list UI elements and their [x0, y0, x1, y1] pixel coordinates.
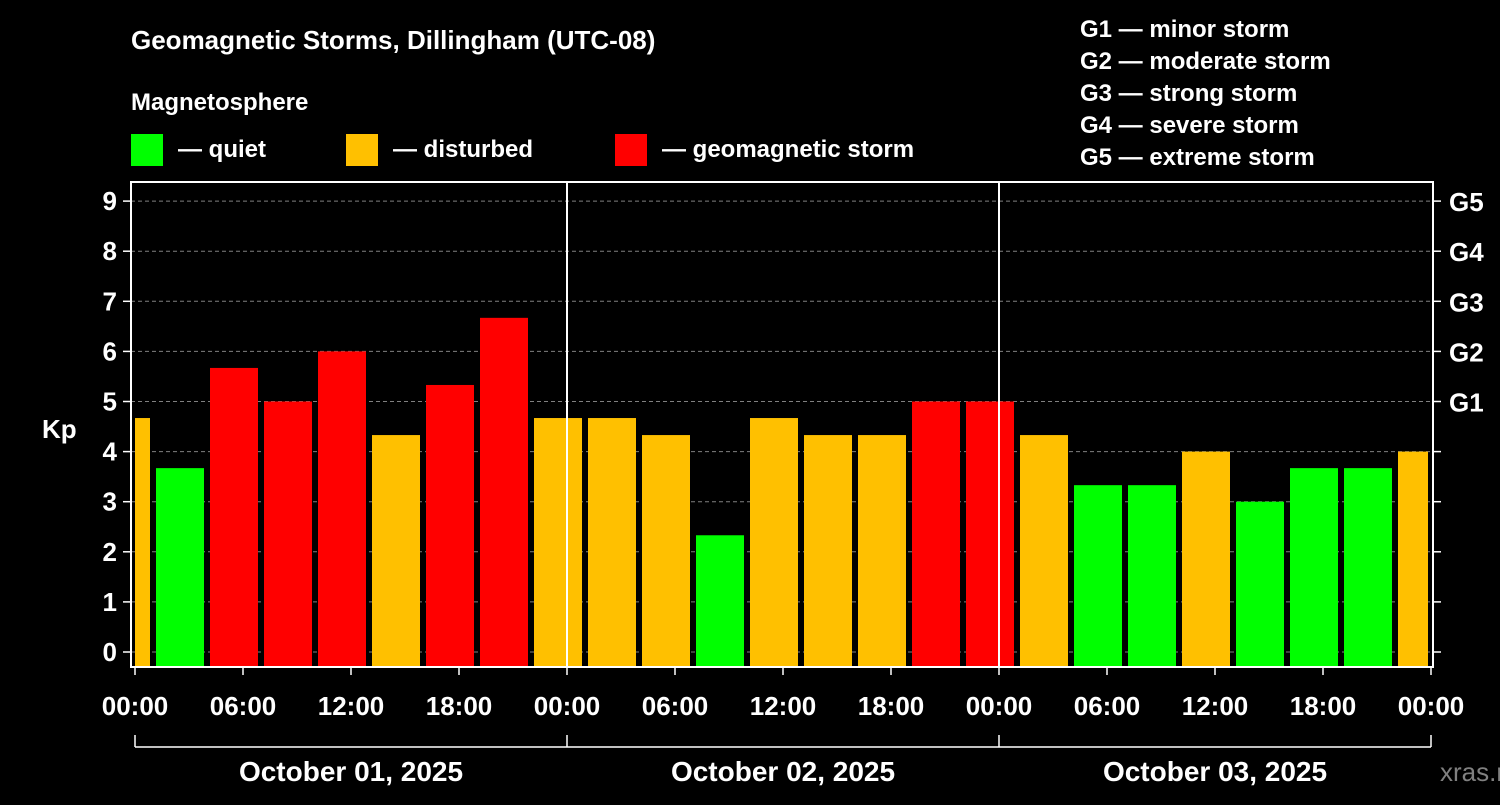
y-axis-label: Kp [42, 414, 77, 444]
kp-bar [1398, 451, 1428, 667]
legend-swatch [346, 134, 378, 166]
x-tick-label: 00:00 [1398, 691, 1465, 721]
kp-bar [804, 435, 852, 667]
legend-swatch [131, 134, 163, 166]
kp-bar [135, 418, 150, 667]
x-tick-label: 06:00 [210, 691, 277, 721]
kp-bar [1236, 501, 1284, 667]
g-scale-item: G1 — minor storm [1080, 16, 1289, 43]
kp-bar [156, 468, 204, 667]
x-tick-label: 18:00 [426, 691, 493, 721]
kp-bar [1020, 435, 1068, 667]
legend-label: — geomagnetic storm [662, 136, 914, 163]
g-scale-item: G5 — extreme storm [1080, 144, 1315, 171]
kp-bar [1074, 485, 1122, 667]
kp-bar [750, 418, 798, 667]
legend-swatch [615, 134, 647, 166]
kp-bar [372, 435, 420, 667]
y-tick-label: 2 [103, 537, 117, 567]
x-tick-label: 18:00 [858, 691, 925, 721]
y-tick-label: 7 [103, 286, 117, 316]
watermark: xras.ru [1440, 757, 1500, 787]
y-tick-label: 9 [103, 186, 117, 216]
kp-bar [858, 435, 906, 667]
kp-bar [1182, 451, 1230, 667]
g-scale-item: G3 — strong storm [1080, 80, 1297, 107]
plot-frame [130, 181, 1434, 668]
g-scale-legend: G1 — minor storm G2 — moderate storm G3 — … [1080, 16, 1331, 171]
y-tick-label: 0 [103, 637, 117, 667]
x-tick-label: 06:00 [642, 691, 709, 721]
plot-area: 0 1 2 3 4 5 6 7 8 9 G1 G2 G3 G4 G5 00:00 06:00 12:00 18:00… [102, 181, 1484, 787]
y-tick-label: 3 [103, 487, 117, 517]
y-tick-label: 8 [103, 236, 117, 266]
g-scale-item: G4 — severe storm [1080, 112, 1299, 139]
legend: — quiet — disturbed — geomagnetic storm [131, 134, 914, 166]
date-label: October 02, 2025 [671, 756, 895, 787]
kp-bar [912, 401, 960, 667]
kp-bar [264, 401, 312, 667]
legend-label: — disturbed [393, 136, 533, 163]
legend-title: Magnetosphere [131, 89, 308, 116]
kp-bar [318, 351, 366, 667]
g-level-label: G3 [1449, 287, 1484, 317]
kp-bar [534, 418, 582, 667]
y-tick-label: 4 [103, 437, 118, 467]
x-tick-label: 06:00 [1074, 691, 1141, 721]
kp-bar [966, 401, 1014, 667]
g-level-label: G2 [1449, 337, 1484, 367]
chart-title: Geomagnetic Storms, Dillingham (UTC-08) [131, 25, 655, 55]
kp-bar [1344, 468, 1392, 667]
kp-bar [642, 435, 690, 667]
x-tick-label: 00:00 [534, 691, 601, 721]
g-scale-item: G2 — moderate storm [1080, 48, 1331, 75]
y-tick-label: 6 [103, 336, 117, 366]
x-tick-label: 18:00 [1290, 691, 1357, 721]
y-tick-label: 1 [103, 587, 117, 617]
kp-bar [210, 367, 258, 667]
x-tick-label: 00:00 [102, 691, 169, 721]
kp-bar [480, 317, 528, 667]
x-tick-label: 12:00 [1182, 691, 1249, 721]
g-level-label: G4 [1449, 237, 1484, 267]
g-level-label: G1 [1449, 388, 1484, 418]
y-tick-label: 5 [103, 387, 117, 417]
kp-bar [696, 535, 744, 667]
legend-label: — quiet [178, 136, 266, 163]
date-label: October 03, 2025 [1103, 756, 1327, 787]
g-level-label: G5 [1449, 187, 1484, 217]
kp-bar [1290, 468, 1338, 667]
x-tick-label: 00:00 [966, 691, 1033, 721]
x-tick-label: 12:00 [750, 691, 817, 721]
kp-bar [426, 384, 474, 667]
kp-bar [1128, 485, 1176, 667]
x-tick-label: 12:00 [318, 691, 385, 721]
kp-bar [588, 418, 636, 667]
date-label: October 01, 2025 [239, 756, 463, 787]
